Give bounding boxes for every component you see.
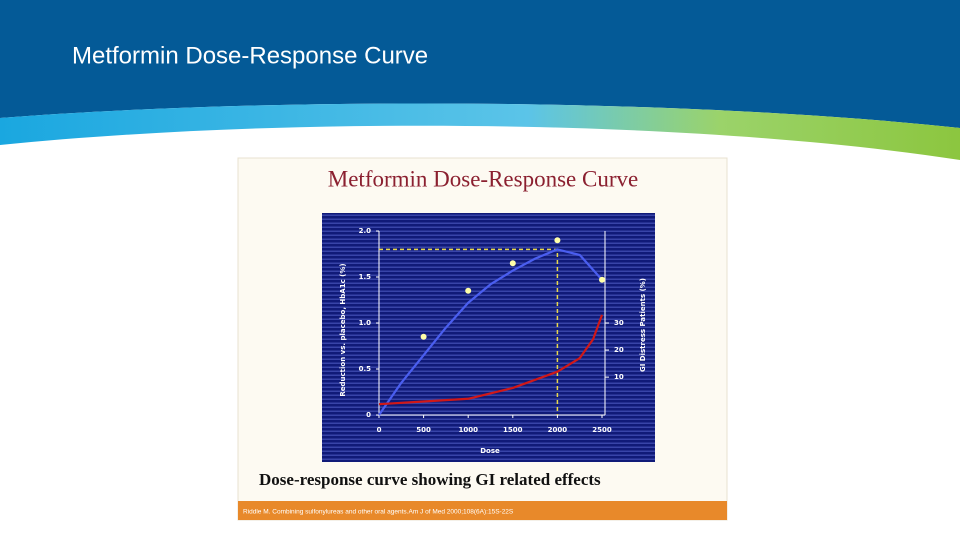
data-point — [420, 333, 427, 340]
y-tick-label: 1.5 — [359, 273, 372, 281]
slide-title: Metformin Dose-Response Curve — [72, 42, 428, 69]
x-axis-label: Dose — [480, 447, 500, 455]
y2-tick-label: 20 — [614, 346, 624, 354]
y-tick-label: 2.0 — [359, 227, 372, 235]
x-tick-label: 0 — [377, 426, 382, 434]
plot: 0 500 1000 1500 2000 2500 0 0.5 1.0 1.5 2.0 10 20 30 — [359, 227, 624, 434]
curve — [378, 314, 604, 406]
citation-bar — [238, 501, 727, 520]
header-swoosh — [0, 103, 960, 160]
chart-title: Metformin Dose-Response Curve — [328, 166, 638, 191]
header-band — [0, 0, 960, 128]
y-tick-label: 1.0 — [359, 319, 372, 327]
curve — [378, 248, 603, 416]
y-tick-label: 0.5 — [359, 365, 372, 373]
y-tick-label: 0 — [366, 411, 371, 419]
x-tick-label: 1500 — [503, 426, 523, 434]
x-tick-label: 1000 — [458, 426, 478, 434]
x-tick-label: 500 — [416, 426, 431, 434]
y2-tick-label: 30 — [614, 319, 624, 327]
data-point — [465, 287, 472, 294]
x-tick-label: 2500 — [592, 426, 612, 434]
data-point — [554, 237, 561, 244]
x-tick-label: 2000 — [548, 426, 568, 434]
data-point — [599, 276, 605, 283]
y2-tick-label: 10 — [614, 373, 624, 381]
citation: Riddle M. Combining sulfonylureas and ot… — [243, 509, 514, 516]
plot-panel — [322, 213, 655, 462]
y2-axis-label: GI Distress Patients (%) — [639, 278, 647, 372]
data-point — [509, 260, 516, 267]
y-axis-label: Reduction vs. placebo, HbA1c (%) — [339, 263, 347, 396]
caption: Dose-response curve showing GI related e… — [259, 470, 601, 489]
